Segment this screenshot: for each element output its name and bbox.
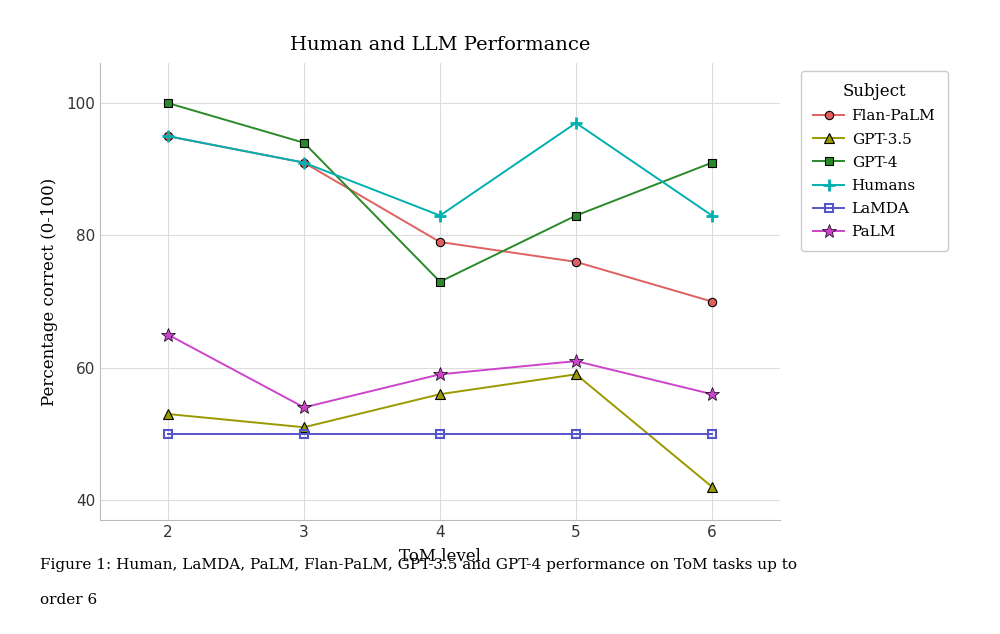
LaMDA [434,430,446,437]
Flan-PaLM [570,258,582,266]
Title: Human and LLM Performance: Human and LLM Performance [290,36,590,53]
Legend: Flan-PaLM, GPT-3.5, GPT-4, Humans, LaMDA, PaLM: Flan-PaLM, GPT-3.5, GPT-4, Humans, LaMDA… [801,71,948,252]
GPT-3.5 [162,410,174,418]
Humans [706,212,718,219]
X-axis label: ToM level: ToM level [399,548,481,565]
PaLM [162,331,174,339]
LaMDA [706,430,718,437]
LaMDA [570,430,582,437]
Humans [434,212,446,219]
Line: LaMDA: LaMDA [164,430,716,438]
Humans [162,133,174,140]
Flan-PaLM [706,298,718,306]
Flan-PaLM [298,159,310,167]
PaLM [434,370,446,378]
GPT-4 [570,212,582,219]
PaLM [706,391,718,398]
PaLM [570,358,582,365]
Y-axis label: Percentage correct (0-100): Percentage correct (0-100) [41,178,58,406]
LaMDA [298,430,310,437]
GPT-3.5 [570,370,582,378]
LaMDA [162,430,174,437]
PaLM [298,404,310,411]
Line: GPT-3.5: GPT-3.5 [163,370,717,491]
GPT-3.5 [434,391,446,398]
Line: Flan-PaLM: Flan-PaLM [164,132,716,306]
Humans [298,159,310,167]
Humans [570,119,582,127]
Flan-PaLM [162,133,174,140]
GPT-4 [434,278,446,285]
Line: PaLM: PaLM [161,328,719,415]
GPT-3.5 [706,483,718,491]
Text: Figure 1: Human, LaMDA, PaLM, Flan-PaLM, GPT-3.5 and GPT-4 performance on ToM ta: Figure 1: Human, LaMDA, PaLM, Flan-PaLM,… [40,558,797,572]
Text: order 6: order 6 [40,593,97,607]
GPT-4 [162,100,174,107]
Flan-PaLM [434,238,446,246]
Line: Humans: Humans [162,117,718,221]
GPT-3.5 [298,424,310,431]
GPT-4 [298,139,310,146]
Line: GPT-4: GPT-4 [164,99,716,286]
GPT-4 [706,159,718,167]
